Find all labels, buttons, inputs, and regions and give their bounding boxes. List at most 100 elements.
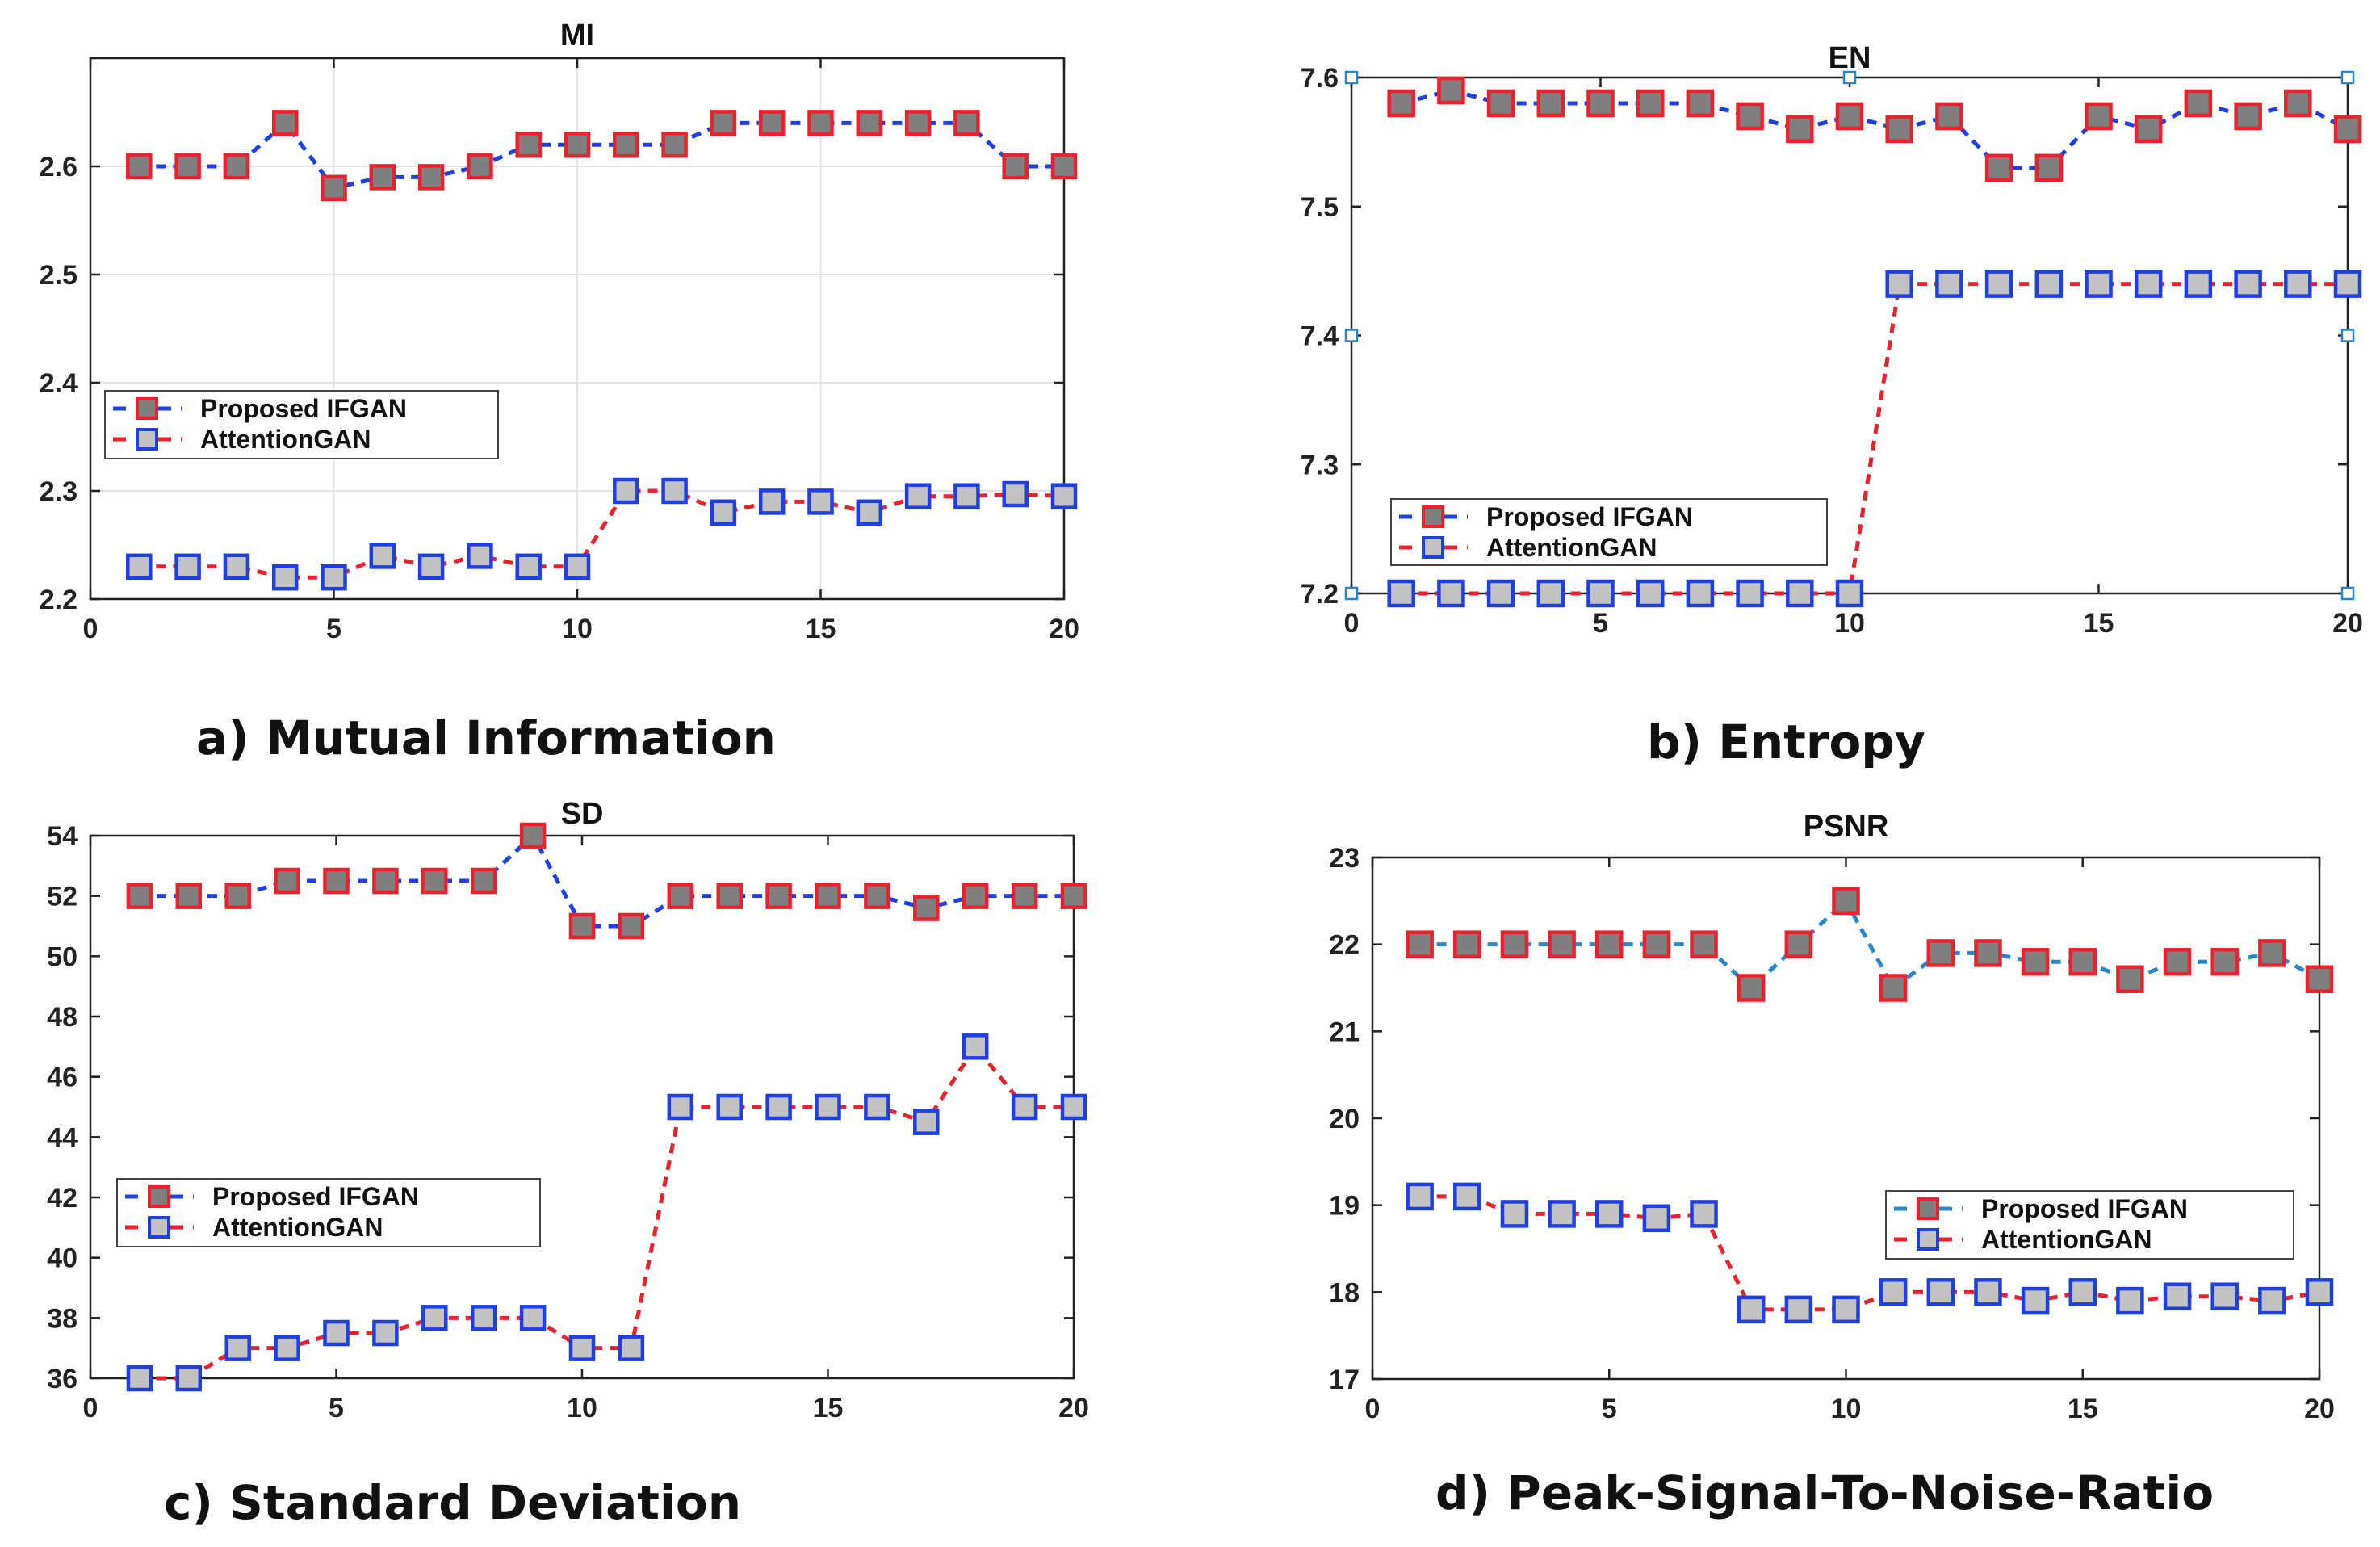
- data-point-proposed-ifgan: [568, 912, 596, 940]
- data-point-attentiongan: [716, 1093, 743, 1121]
- x-tick-label: 15: [2084, 608, 2114, 639]
- data-point-proposed-ifgan: [1737, 974, 1766, 1002]
- data-point-attentiongan: [1595, 1200, 1624, 1228]
- data-point-proposed-ifgan: [2068, 947, 2097, 976]
- data-point-attentiongan: [1736, 579, 1764, 608]
- data-point-attentiongan: [807, 488, 834, 515]
- data-point-proposed-ifgan: [421, 867, 448, 895]
- data-point-proposed-ifgan: [1736, 102, 1764, 131]
- data-point-attentiongan: [765, 1093, 792, 1121]
- data-point-attentiongan: [815, 1093, 841, 1121]
- data-point-proposed-ifgan: [1885, 115, 1913, 144]
- axis-frame-marker: [2340, 70, 2355, 85]
- x-tick-label: 0: [1365, 1394, 1381, 1424]
- data-point-attentiongan: [710, 499, 737, 526]
- data-point-proposed-ifgan: [815, 883, 841, 909]
- panel-mi: 0 5 10 15 20 2.2 2.3 2.4 2.5 2.6 MI Proposed IFGANA…: [40, 19, 1079, 644]
- data-point-proposed-ifgan: [1595, 930, 1624, 958]
- y-tick-label: 20: [1329, 1104, 1360, 1134]
- data-point-proposed-ifgan: [1536, 89, 1565, 118]
- data-point-proposed-ifgan: [613, 131, 639, 158]
- data-point-proposed-ifgan: [1500, 930, 1529, 958]
- data-point-attentiongan: [2085, 270, 2113, 298]
- data-point-attentiongan: [224, 1335, 251, 1361]
- data-point-attentiongan: [1974, 1278, 2002, 1306]
- data-point-attentiongan: [126, 553, 153, 581]
- data-point-attentiongan: [1050, 483, 1078, 509]
- data-point-proposed-ifgan: [2234, 102, 2262, 131]
- data-point-proposed-ifgan: [2085, 102, 2113, 131]
- data-point-attentiongan: [126, 1365, 153, 1392]
- data-point-proposed-ifgan: [2034, 153, 2064, 182]
- data-point-attentiongan: [271, 564, 299, 591]
- data-point-proposed-ifgan: [1832, 887, 1860, 916]
- data-point-attentiongan: [1935, 270, 1963, 298]
- chart-title: MI: [560, 19, 594, 52]
- data-point-attentiongan: [274, 1335, 300, 1361]
- data-point-proposed-ifgan: [758, 110, 786, 136]
- y-tick-label: 2.2: [40, 585, 78, 615]
- data-point-proposed-ifgan: [2210, 947, 2239, 976]
- data-point-attentiongan: [2333, 270, 2362, 298]
- y-tick-label: 21: [1329, 1017, 1360, 1047]
- data-point-attentiongan: [174, 553, 201, 581]
- legend-box: [1885, 1190, 2294, 1260]
- data-point-attentiongan: [2116, 1286, 2144, 1315]
- y-tick-label: 40: [47, 1243, 78, 1274]
- x-tick-label: 20: [2304, 1394, 2335, 1424]
- legend-label: AttentionGAN: [212, 1213, 383, 1242]
- legend-label: Proposed IFGAN: [1486, 502, 1693, 531]
- x-tick-label: 10: [562, 614, 593, 644]
- data-point-proposed-ifgan: [271, 110, 299, 136]
- caption-entropy: b) Entropy: [1647, 715, 1925, 769]
- data-point-proposed-ifgan: [1486, 89, 1515, 118]
- data-point-proposed-ifgan: [274, 867, 300, 895]
- data-point-proposed-ifgan: [1011, 883, 1038, 909]
- y-tick-label: 18: [1329, 1277, 1360, 1308]
- data-point-attentiongan: [2284, 270, 2312, 298]
- data-point-proposed-ifgan: [224, 883, 251, 909]
- data-point-attentiongan: [417, 553, 445, 581]
- data-point-attentiongan: [321, 564, 347, 591]
- x-tick-label: 20: [1049, 614, 1079, 644]
- data-point-attentiongan: [962, 1033, 989, 1060]
- data-point-attentiongan: [2210, 1282, 2239, 1310]
- legend-label: AttentionGAN: [1981, 1225, 2152, 1254]
- data-point-proposed-ifgan: [1636, 89, 1665, 118]
- data-point-proposed-ifgan: [1686, 89, 1715, 118]
- data-point-proposed-ifgan: [1387, 89, 1415, 118]
- data-point-proposed-ifgan: [1926, 939, 1955, 967]
- data-point-attentiongan: [1879, 1278, 1908, 1306]
- x-tick-label: 15: [2068, 1394, 2098, 1424]
- data-point-proposed-ifgan: [765, 883, 792, 909]
- data-point-proposed-ifgan: [1453, 930, 1481, 958]
- data-point-proposed-ifgan: [515, 131, 542, 158]
- data-point-proposed-ifgan: [1642, 930, 1671, 958]
- data-point-proposed-ifgan: [1002, 153, 1029, 180]
- data-point-attentiongan: [2163, 1282, 2192, 1310]
- data-point-proposed-ifgan: [1784, 930, 1813, 958]
- y-tick-label: 19: [1329, 1191, 1360, 1222]
- legend-box: [104, 390, 499, 459]
- data-point-attentiongan: [323, 1319, 350, 1347]
- data-point-attentiongan: [1486, 579, 1515, 608]
- legend-label: Proposed IFGAN: [200, 394, 407, 423]
- caption-standard-deviation: c) Standard Deviation: [164, 1475, 742, 1530]
- data-point-attentiongan: [1835, 579, 1864, 608]
- data-point-proposed-ifgan: [1406, 930, 1434, 958]
- data-point-proposed-ifgan: [1548, 930, 1576, 958]
- x-tick-label: 5: [1602, 1394, 1617, 1424]
- x-tick-label: 15: [806, 614, 836, 644]
- y-tick-label: 23: [1329, 843, 1360, 874]
- y-tick-label: 54: [47, 821, 78, 852]
- data-point-attentiongan: [1737, 1295, 1766, 1324]
- data-point-proposed-ifgan: [904, 110, 932, 136]
- data-point-proposed-ifgan: [1586, 89, 1615, 118]
- data-point-proposed-ifgan: [126, 153, 153, 180]
- data-point-proposed-ifgan: [2284, 89, 2312, 118]
- data-point-proposed-ifgan: [323, 867, 350, 895]
- y-tick-label: 17: [1329, 1365, 1360, 1395]
- axis-frame-marker: [1842, 70, 1857, 85]
- data-point-attentiongan: [1500, 1200, 1529, 1228]
